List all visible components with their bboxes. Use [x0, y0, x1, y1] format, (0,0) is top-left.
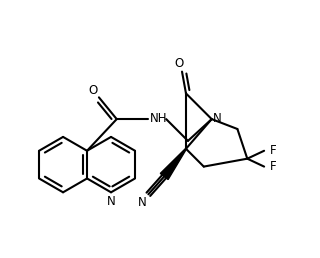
Text: F: F	[270, 144, 276, 157]
Text: N: N	[107, 195, 116, 208]
Text: O: O	[174, 57, 184, 70]
Text: N: N	[213, 112, 222, 125]
Polygon shape	[160, 149, 186, 180]
Text: O: O	[88, 84, 98, 97]
Text: N: N	[138, 196, 147, 209]
Text: NH: NH	[149, 112, 167, 125]
Text: F: F	[270, 160, 276, 173]
